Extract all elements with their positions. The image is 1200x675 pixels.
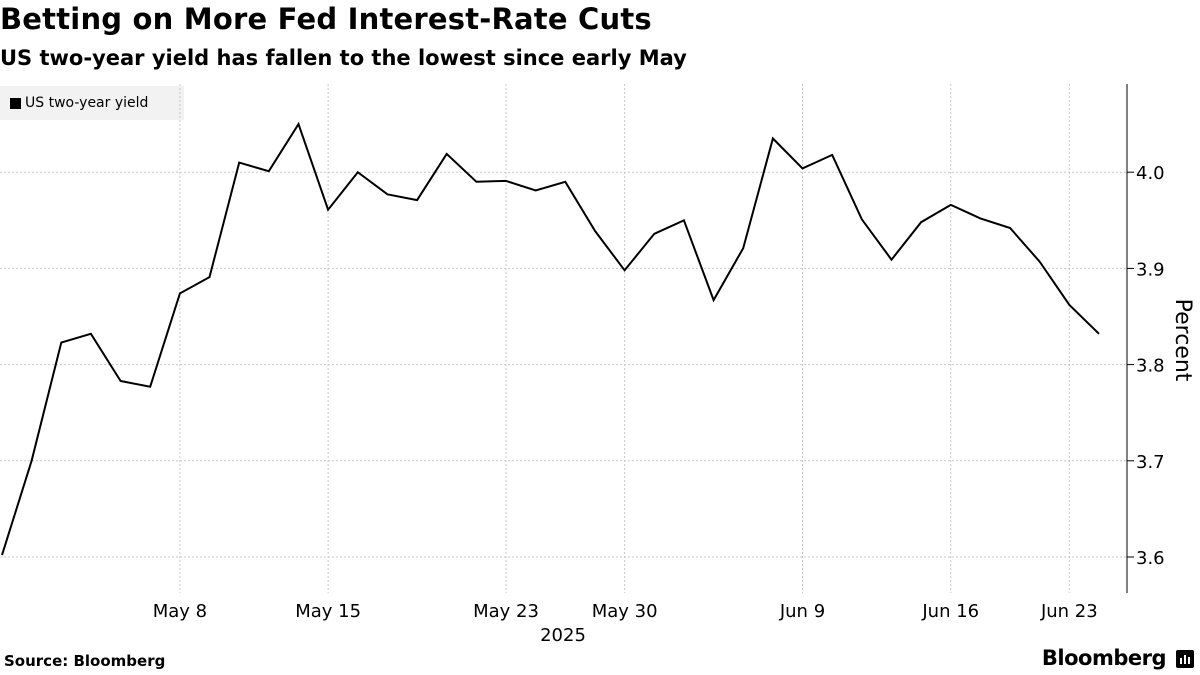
x-axis-ticks: May 8 May 15 May 23 May 30 Jun 9 Jun 16 Jun 23 [153, 601, 1098, 622]
series-group [1, 121, 1100, 556]
bloomberg-logo: Bloomberg [1041, 646, 1167, 670]
y-tick-label: 3.9 [1136, 259, 1165, 280]
x-tick-label: Jun 23 [1040, 601, 1098, 622]
legend-swatch [10, 97, 21, 109]
series-line-us-two-year-yield [1, 121, 1100, 556]
y-axis-label: Percent [1170, 299, 1195, 382]
gridlines [0, 84, 1127, 593]
legend-label: US two-year yield [25, 95, 149, 111]
x-tick-label: May 15 [295, 601, 361, 622]
x-axis-year-label: 2025 [540, 625, 586, 646]
y-tick-label: 3.8 [1136, 356, 1165, 377]
chart-title: Betting on More Fed Interest-Rate Cuts [0, 2, 652, 36]
x-tick-label: May 30 [592, 601, 658, 622]
source-note: Source: Bloomberg [4, 652, 166, 670]
y-tick-label: 3.7 [1136, 452, 1165, 473]
x-tick-label: Jun 9 [779, 601, 825, 622]
y-axis-ticks: 3.6 3.7 3.8 3.9 4.0 [1127, 163, 1165, 569]
x-tick-label: May 23 [473, 601, 539, 622]
y-tick-label: 4.0 [1136, 163, 1165, 184]
bloomberg-logo-icon [1176, 650, 1194, 668]
chart-subtitle: US two-year yield has fallen to the lowe… [0, 46, 687, 70]
legend: US two-year yield [0, 86, 184, 120]
x-tick-label: May 8 [153, 601, 207, 622]
y-tick-label: 3.6 [1136, 548, 1165, 569]
x-tick-label: Jun 16 [921, 601, 979, 622]
